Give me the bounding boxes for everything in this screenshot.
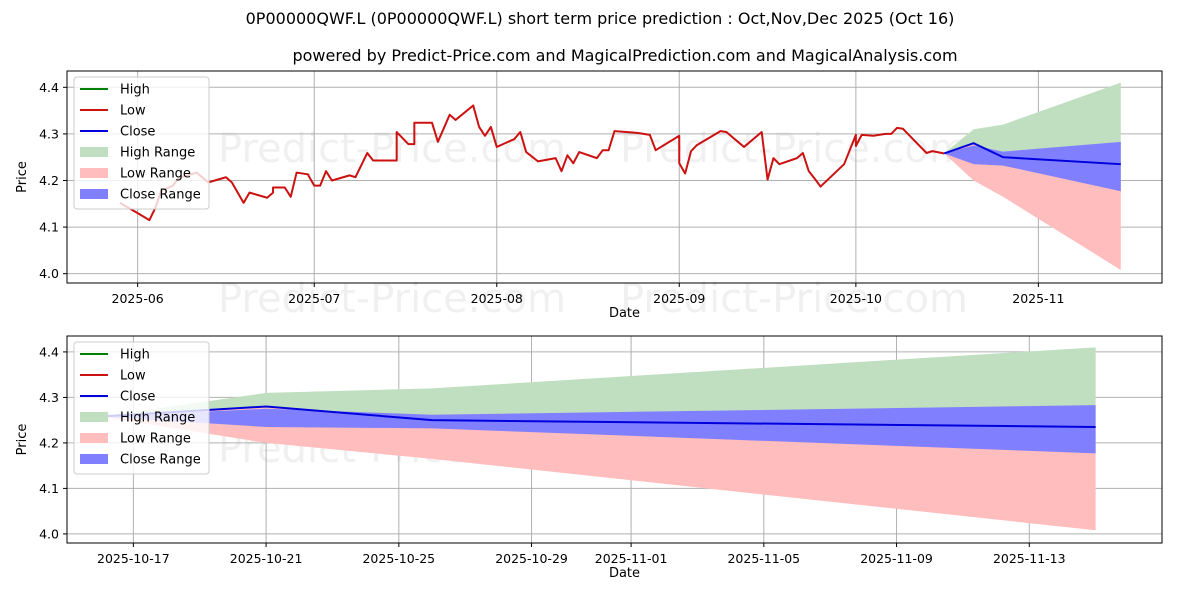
legend-label: Low xyxy=(120,104,146,119)
x-tick-label: 2025-10-21 xyxy=(230,551,303,566)
x-tick-label: 2025-11 xyxy=(1012,291,1064,306)
legend-swatch-close-range xyxy=(80,454,108,464)
y-tick-label: 4.4 xyxy=(39,344,59,359)
close-series-line xyxy=(943,142,1121,166)
y-tick-label: 4.4 xyxy=(39,80,59,95)
y-tick-label: 4.1 xyxy=(39,220,59,235)
x-tick-label: 2025-11-01 xyxy=(595,551,668,566)
y-tick-label: 4.2 xyxy=(39,173,59,188)
legend-label: Close xyxy=(120,125,155,140)
y-tick-label: 4.1 xyxy=(39,481,59,496)
legend-label: Low xyxy=(120,369,146,384)
x-tick-label: 2025-08 xyxy=(471,291,523,306)
x-tick-label: 2025-10-25 xyxy=(362,551,435,566)
x-tick-label: 2025-07 xyxy=(288,291,340,306)
high-range-band xyxy=(100,347,1096,427)
x-tick-label: 2025-10-29 xyxy=(495,551,568,566)
x-tick-label: 2025-10 xyxy=(830,291,882,306)
x-tick-label: 2025-11-05 xyxy=(727,551,800,566)
y-axis-label: Price xyxy=(15,424,30,456)
legend-swatch-high-range xyxy=(80,147,108,157)
plot-frame xyxy=(66,70,1163,284)
chart-title: 0P00000QWF.L (0P00000QWF.L) short term p… xyxy=(245,9,955,28)
y-tick-label: 4.3 xyxy=(39,126,59,141)
legend-label: High xyxy=(120,83,150,98)
y-tick-label: 4.3 xyxy=(39,390,59,405)
legend-swatch-high-range xyxy=(80,412,108,422)
x-tick-label: 2025-11-09 xyxy=(860,551,933,566)
legend-label: Low Range xyxy=(120,432,191,447)
x-tick-label: 2025-11-13 xyxy=(993,551,1066,566)
legend-swatch-low-range xyxy=(80,433,108,443)
close-range-band xyxy=(100,405,1096,454)
low-series-line xyxy=(119,104,945,222)
legend-label: High xyxy=(120,348,150,363)
close-range-band xyxy=(944,141,1121,192)
x-tick-label: 2025-09 xyxy=(653,291,705,306)
legend-label: High Range xyxy=(120,411,195,426)
x-axis-label: Date xyxy=(609,306,640,321)
legend-swatch-low-range xyxy=(80,168,108,178)
legend-label: Close xyxy=(120,390,155,405)
y-tick-label: 4.0 xyxy=(39,266,59,281)
watermark-text: Predict-Price.com xyxy=(218,276,566,322)
high-range-band xyxy=(944,82,1121,165)
y-axis-label: Price xyxy=(15,161,30,193)
legend-label: Close Range xyxy=(120,453,201,468)
x-axis-label: Date xyxy=(609,566,640,581)
legend-label: Low Range xyxy=(120,167,191,182)
legend-label: Close Range xyxy=(120,188,201,203)
y-tick-label: 4.2 xyxy=(39,435,59,450)
x-tick-label: 2025-06 xyxy=(112,291,164,306)
plot-frame xyxy=(66,335,1163,544)
chart-subtitle: powered by Predict-Price.com and Magical… xyxy=(292,46,958,65)
watermark-text: Predict-Price.com xyxy=(620,276,968,322)
x-tick-label: 2025-10-17 xyxy=(97,551,170,566)
legend-swatch-close-range xyxy=(80,189,108,199)
legend-label: High Range xyxy=(120,146,195,161)
y-tick-label: 4.0 xyxy=(39,526,59,541)
